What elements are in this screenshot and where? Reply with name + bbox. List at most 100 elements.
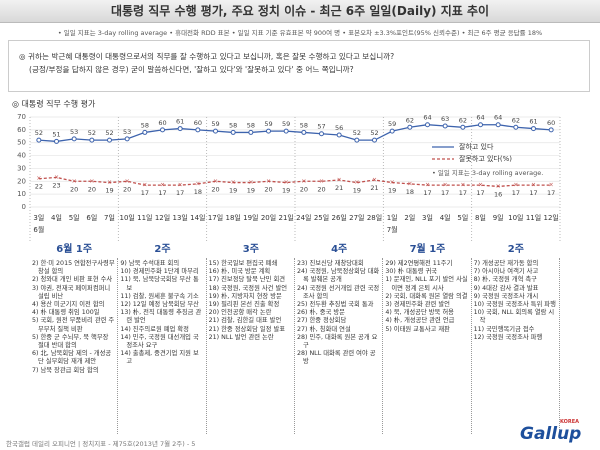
week-events: 2) 한·미 2015 연합전구사령부 창설 합의 2) 청와대 개인 비판 표현… xyxy=(30,258,119,434)
data-label: 52 xyxy=(370,129,378,137)
question-line: (긍정/부정을 답하지 않은 경우) 굳이 말씀하신다면, '잘하고 있다'와 … xyxy=(29,65,354,74)
data-label: 17 xyxy=(459,189,467,197)
point: × xyxy=(54,174,59,181)
data-label: 22 xyxy=(35,183,43,191)
data-label: 17 xyxy=(529,189,537,197)
event: 11) 검찰, 원세훈 불구속 기소 xyxy=(120,292,199,300)
chart-note: • 일일 지표는 3-day rolling average. xyxy=(432,168,543,177)
point xyxy=(54,138,59,144)
data-label: 62 xyxy=(459,116,467,124)
point xyxy=(354,137,360,143)
data-label: 19 xyxy=(105,187,113,195)
y-tick-label: 40 xyxy=(17,152,26,160)
event: 28) 민주, 대화록 원본 공개 요구 xyxy=(297,333,378,350)
month-label: 6월 xyxy=(33,225,44,234)
event: 9) 국정원 국정조사 개시 xyxy=(473,292,539,300)
point xyxy=(230,129,236,135)
point xyxy=(513,124,519,130)
event: 19) 朴, 지방자치 현장 방문 xyxy=(208,292,282,300)
point: × xyxy=(231,179,236,186)
week-events: 15) 한국일보 편집국 폐쇄 16) 朴, 미국 방문 계획 17) 진보정당 탈… xyxy=(207,258,295,434)
point xyxy=(36,137,42,143)
x-tick-label: 3일 xyxy=(422,213,433,222)
event: 3) 경제민주화 관련 발언 xyxy=(385,301,450,309)
point xyxy=(283,128,289,134)
x-tick-label: 6일 xyxy=(86,213,97,222)
y-tick-label: 30 xyxy=(17,164,26,172)
data-label: 16 xyxy=(494,190,502,198)
x-tick-label: 10일 xyxy=(119,213,134,222)
data-label: 60 xyxy=(158,119,166,127)
event: 10) 경제민주화 1단계 마무리 xyxy=(120,268,199,276)
data-label: 17 xyxy=(141,189,149,197)
x-tick-label: 4일 xyxy=(440,213,451,222)
x-tick-label: 2일 xyxy=(404,213,415,222)
point: × xyxy=(266,178,271,185)
point xyxy=(266,128,271,134)
point: × xyxy=(319,178,324,185)
week-title: 4주 xyxy=(331,244,348,255)
data-label: 20 xyxy=(300,185,308,193)
data-label: 62 xyxy=(406,116,414,124)
info: • 일일 지표는 3-day rolling average • 휴대전화 RD… xyxy=(57,29,543,37)
event: 12) 국정원 국정조사 파행 xyxy=(473,333,543,341)
event: 14) 진주의료원 폐업 확정 xyxy=(120,325,189,333)
point: × xyxy=(460,182,465,189)
point: × xyxy=(496,183,501,190)
point xyxy=(142,129,148,135)
point xyxy=(531,126,536,132)
event: 1) 문재인, NLL 포기 발언 사실이면 정계 은퇴 시사 xyxy=(385,276,468,292)
x-tick-label: 19일 xyxy=(243,213,258,222)
data-label: 64 xyxy=(423,114,431,122)
data-label: 63 xyxy=(441,115,449,123)
event: 5) 국회, 원전 부품비리 관련 주무부처 질책 비판 xyxy=(32,317,115,333)
point: × xyxy=(213,178,218,185)
week-title: 3주 xyxy=(242,244,259,255)
x-tick-label: 12일 xyxy=(155,213,170,222)
event: 21) 한중 정상회담 일정 발표 xyxy=(208,325,286,333)
week-title: 6월 1주 xyxy=(56,244,93,255)
data-label: 17 xyxy=(158,189,166,197)
event: 25) 전두환 추징법 국회 통과 xyxy=(297,301,374,309)
logo-text: Gallup xyxy=(520,424,582,444)
x-tick-label: 18일 xyxy=(225,213,240,222)
title-bar: 대통령 직무 수행 평가, 주요 정치 이슈 - 최근 6주 일일(Daily)… xyxy=(0,0,600,23)
x-tick-label: 20일 xyxy=(261,213,276,222)
x-tick-label: 5일 xyxy=(69,213,80,222)
x-tick-label: 11일 xyxy=(526,213,541,222)
point: × xyxy=(248,179,253,186)
data-label: 23 xyxy=(52,181,60,189)
x-tick-label: 28일 xyxy=(367,213,382,222)
point: × xyxy=(72,178,77,185)
event: 23) 진보신당 재창당대회 xyxy=(297,260,364,267)
event: 14) 민주, 국정원 대선개입 국정조사 요구 xyxy=(120,333,199,350)
data-label: 58 xyxy=(141,121,149,129)
event: 28) NLL 대화록 관련 여야 공방 xyxy=(297,350,376,366)
event: 8) 朴, 국정원 개혁 촉구 xyxy=(473,276,537,284)
point xyxy=(407,124,413,130)
event: 11) 북, 남북당국회담 무산 통보 xyxy=(120,276,199,292)
event: 14) 출총제, 중견기업 지원 보고 xyxy=(120,350,199,366)
title: 대통령 직무 수행 평가, 주요 정치 이슈 - 최근 6주 일일(Daily)… xyxy=(110,4,490,18)
x-tick-label: 4일 xyxy=(51,213,62,222)
point xyxy=(442,123,448,129)
data-label: 61 xyxy=(176,118,184,126)
point xyxy=(425,122,430,128)
data-label: 52 xyxy=(105,129,113,137)
y-tick-label: 20 xyxy=(17,177,26,185)
y-tick-label: 50 xyxy=(17,139,26,147)
question-line: ◎ 귀하는 박근혜 대통령이 대통령으로서의 직무를 잘 수행하고 있다고 보십… xyxy=(19,52,395,61)
x-tick-label: 12일 xyxy=(543,213,558,222)
data-label: 17 xyxy=(547,189,555,197)
chart-title: ◎ 대통령 직무 수행 평가 xyxy=(12,99,96,109)
data-label: 60 xyxy=(194,119,202,127)
data-label: 58 xyxy=(229,121,237,129)
point xyxy=(478,122,483,128)
series-line xyxy=(38,124,552,143)
event: 24) 국정원, 남북정상회담 대화록 발췌본 공개 xyxy=(297,268,380,284)
data-label: 19 xyxy=(282,187,290,195)
event: 7) 아시아나 여객기 사고 xyxy=(473,268,539,276)
event: 27) 한중 정상회담 xyxy=(297,317,347,325)
data-label: 17 xyxy=(512,189,520,197)
data-label: 18 xyxy=(406,188,414,196)
